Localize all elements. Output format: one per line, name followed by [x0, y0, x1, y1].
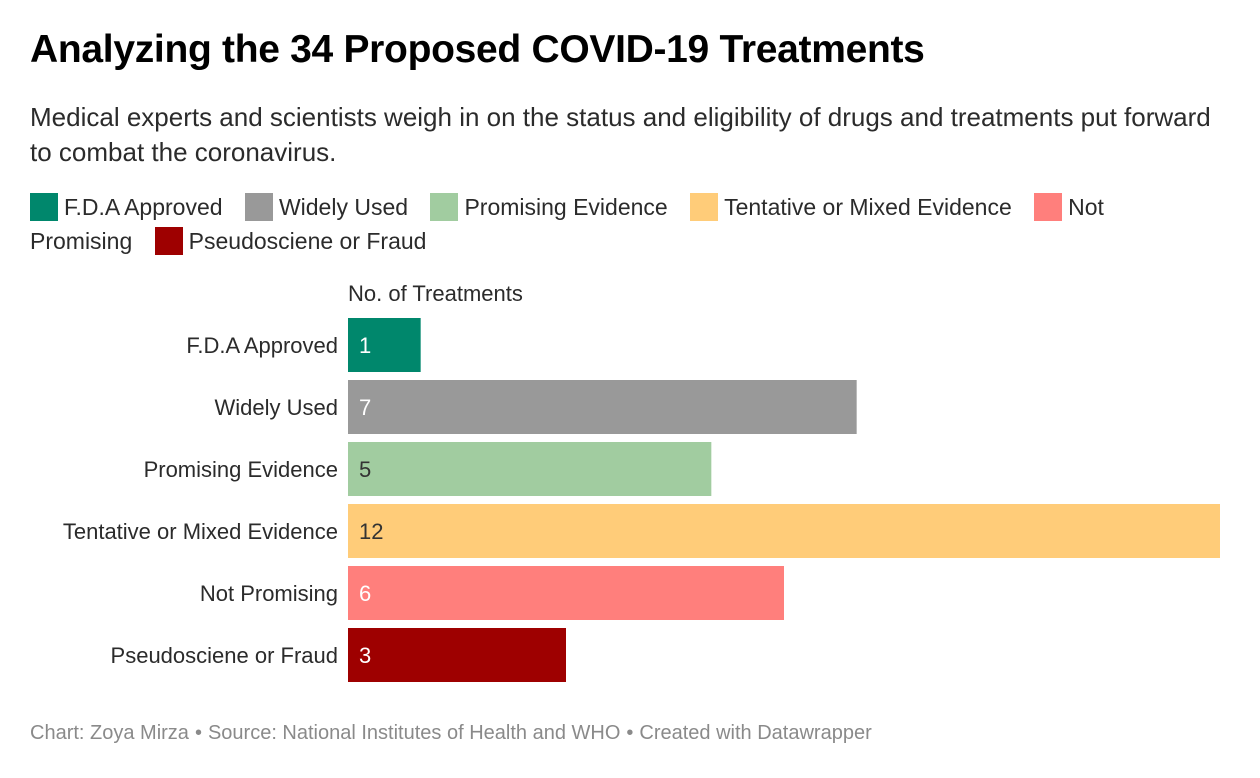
bar-not-promising: [348, 566, 784, 620]
category-label-f-d-a-approved: F.D.A Approved: [186, 333, 338, 358]
value-label-tentative-or-mixed-evidence: 12: [359, 519, 383, 544]
legend-label: Tentative or Mixed Evidence: [724, 194, 1012, 220]
category-label-pseudosciene-or-fraud: Pseudosciene or Fraud: [111, 643, 338, 668]
legend-item-promising-evidence: Promising Evidence: [430, 193, 668, 221]
footer-separator: •: [626, 722, 634, 744]
category-label-tentative-or-mixed-evidence: Tentative or Mixed Evidence: [63, 519, 338, 544]
legend-swatch: [690, 193, 719, 221]
bar-f-d-a-approved: [348, 318, 421, 372]
bar-pseudosciene-or-fraud: [348, 628, 566, 682]
legend-item-fda-approved: F.D.A Approved: [30, 193, 223, 221]
bar-tentative-or-mixed-evidence: [348, 504, 1220, 558]
legend-item-not-promising: Not Promising: [30, 193, 1104, 254]
category-label-widely-used: Widely Used: [215, 395, 338, 420]
chart-subtitle: Medical experts and scientists weigh in …: [30, 102, 1211, 167]
legend-label: Pseudosciene or Fraud: [188, 228, 427, 254]
category-label-promising-evidence: Promising Evidence: [144, 457, 338, 482]
legend: F.D.A Approved Widely Used Promising Evi…: [30, 190, 1180, 258]
legend-label: Not Promising: [30, 194, 1104, 254]
value-label-pseudosciene-or-fraud: 3: [359, 643, 371, 668]
footer-separator: •: [194, 722, 202, 744]
legend-swatch: [430, 193, 459, 221]
legend-item-widely-used: Widely Used: [244, 193, 409, 221]
chart-title: Analyzing the 34 Proposed COVID-19 Treat…: [30, 28, 925, 71]
chart-credit: Chart: Zoya Mirza: [30, 722, 189, 744]
value-label-not-promising: 6: [359, 581, 371, 606]
value-label-promising-evidence: 5: [359, 457, 371, 482]
source-credit: Source: National Institutes of Health an…: [207, 722, 621, 744]
legend-swatch: [244, 193, 273, 221]
value-label-widely-used: 7: [359, 395, 371, 420]
x-axis-title: No. of Treatments: [348, 281, 523, 306]
legend-label: Promising Evidence: [464, 194, 668, 220]
legend-label: Widely Used: [278, 194, 409, 220]
legend-swatch: [1034, 193, 1063, 221]
legend-item-pseudoscience: Pseudosciene or Fraud: [154, 227, 427, 255]
legend-swatch: [30, 193, 58, 221]
bar-promising-evidence: [348, 442, 712, 496]
legend-swatch: [154, 227, 183, 255]
value-label-f-d-a-approved: 1: [359, 333, 371, 358]
legend-label: F.D.A Approved: [64, 194, 223, 220]
datawrapper-link[interactable]: Created with Datawrapper: [639, 722, 872, 744]
bar-widely-used: [348, 380, 857, 434]
footer: Chart: Zoya Mirza • Source: National Insti…: [30, 722, 872, 745]
legend-item-tentative-evidence: Tentative or Mixed Evidence: [690, 193, 1012, 221]
category-label-not-promising: Not Promising: [200, 581, 338, 606]
